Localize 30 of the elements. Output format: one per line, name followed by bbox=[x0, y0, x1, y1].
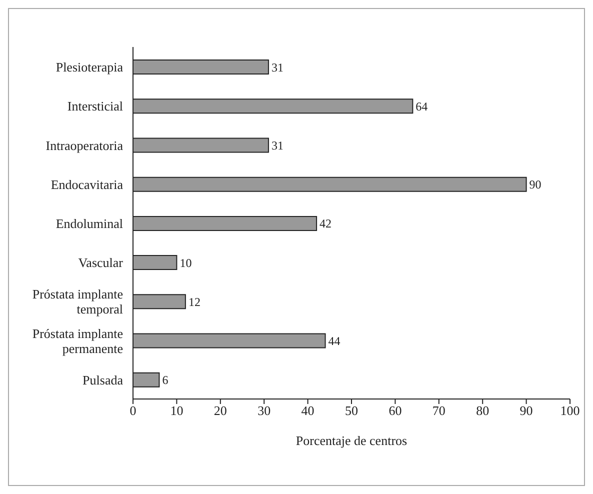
x-tick-label: 20 bbox=[214, 403, 227, 418]
data-label: 12 bbox=[188, 294, 200, 309]
x-tick-label: 100 bbox=[560, 403, 580, 418]
x-tick-label: 0 bbox=[130, 403, 136, 418]
x-tick-label: 30 bbox=[258, 403, 271, 418]
data-label: 64 bbox=[416, 99, 428, 114]
data-label: 42 bbox=[320, 216, 332, 231]
y-tick-label: Próstata implante permanente bbox=[32, 325, 124, 356]
data-label: 10 bbox=[180, 256, 192, 270]
data-label: 31 bbox=[271, 60, 284, 74]
y-tick-label: Pulsada bbox=[82, 372, 124, 387]
x-tick-label: 50 bbox=[345, 403, 358, 418]
y-tick-label: Plesioterapia bbox=[56, 59, 124, 74]
x-axis-title: Porcentaje de centros bbox=[296, 433, 408, 448]
data-label: 90 bbox=[529, 178, 542, 192]
x-tick-label: 40 bbox=[301, 403, 314, 418]
data-label: 44 bbox=[328, 334, 340, 348]
data-label: 6 bbox=[162, 373, 168, 388]
x-tick-label: 60 bbox=[388, 403, 402, 418]
x-tick-label: 10 bbox=[170, 403, 184, 418]
y-tick-label: Próstata implante temporal bbox=[32, 286, 124, 316]
x-tick-label: 80 bbox=[476, 403, 490, 418]
y-tick-label: Intersticial bbox=[67, 98, 124, 114]
y-tick-label: Intraoperatoria bbox=[46, 137, 124, 152]
y-tick-label: Endoluminal bbox=[56, 216, 124, 230]
x-tick-label: 70 bbox=[432, 403, 446, 418]
x-tick-label: 90 bbox=[520, 403, 533, 418]
y-tick-label: Endocavitaria bbox=[50, 176, 124, 192]
data-label: 31 bbox=[271, 138, 284, 152]
y-tick-label: Vascular bbox=[78, 254, 124, 270]
